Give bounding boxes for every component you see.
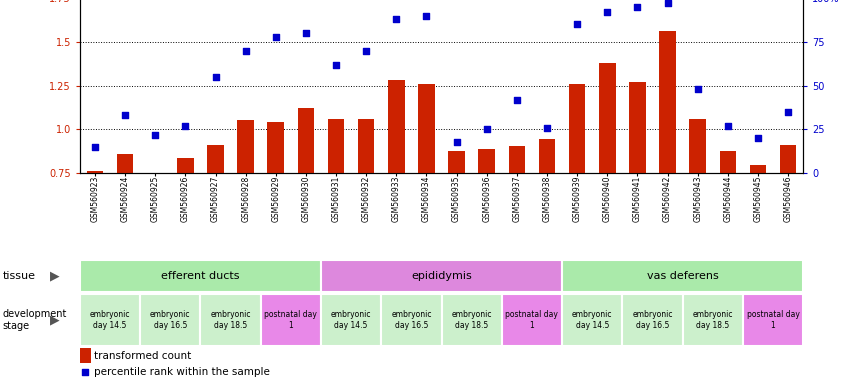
Point [209, 74, 222, 80]
Point [389, 16, 403, 22]
Point [299, 30, 313, 36]
Text: ▶: ▶ [50, 270, 60, 283]
Bar [479, 149, 495, 173]
Bar [720, 151, 736, 173]
Bar [388, 80, 405, 173]
Bar [147, 173, 163, 174]
Text: epididymis: epididymis [411, 271, 472, 281]
Bar [749, 165, 766, 173]
Point [239, 48, 252, 54]
Bar [659, 31, 676, 173]
Bar [562, 294, 622, 346]
Point [178, 122, 192, 129]
Bar [418, 84, 435, 173]
Point [751, 135, 764, 141]
Bar [237, 120, 254, 173]
Text: embryonic
day 16.5: embryonic day 16.5 [391, 310, 431, 330]
Bar [442, 294, 502, 346]
Bar [683, 294, 743, 346]
Bar [358, 119, 374, 173]
Point [269, 33, 283, 40]
Text: percentile rank within the sample: percentile rank within the sample [94, 367, 270, 377]
Point [450, 138, 463, 144]
Point [78, 369, 92, 375]
Point [540, 124, 553, 131]
Point [691, 86, 705, 92]
Bar [509, 146, 525, 173]
Bar [569, 84, 585, 173]
Point [119, 112, 132, 118]
Bar [599, 63, 616, 173]
Bar [448, 151, 465, 173]
Text: tissue: tissue [3, 271, 35, 281]
Bar [502, 294, 562, 346]
Text: development
stage: development stage [3, 309, 67, 331]
Bar [321, 260, 562, 292]
Bar [690, 119, 706, 173]
Text: embryonic
day 18.5: embryonic day 18.5 [692, 310, 733, 330]
Text: embryonic
day 14.5: embryonic day 14.5 [572, 310, 612, 330]
Text: vas deferens: vas deferens [647, 271, 718, 281]
Point [721, 122, 734, 129]
Bar [622, 294, 683, 346]
Point [661, 0, 674, 6]
Point [781, 109, 795, 115]
Bar [200, 294, 261, 346]
Point [88, 144, 102, 150]
Bar [261, 294, 321, 346]
Bar [298, 108, 315, 173]
Point [600, 9, 614, 15]
Point [420, 12, 433, 18]
Bar [80, 294, 140, 346]
Bar [267, 122, 284, 173]
Bar [321, 294, 381, 346]
Text: embryonic
day 14.5: embryonic day 14.5 [331, 310, 372, 330]
Bar [80, 260, 321, 292]
Bar [177, 158, 193, 173]
Bar [381, 294, 442, 346]
Point [510, 96, 524, 103]
Bar [780, 145, 796, 173]
Point [149, 131, 162, 137]
Bar [117, 154, 134, 173]
Point [359, 48, 373, 54]
Text: postnatal day
1: postnatal day 1 [747, 310, 800, 330]
Point [330, 61, 343, 68]
Text: embryonic
day 18.5: embryonic day 18.5 [452, 310, 492, 330]
Text: embryonic
day 14.5: embryonic day 14.5 [90, 310, 130, 330]
Text: postnatal day
1: postnatal day 1 [505, 310, 558, 330]
Bar [629, 82, 646, 173]
Bar [328, 119, 344, 173]
Point [570, 21, 584, 27]
Text: efferent ducts: efferent ducts [161, 271, 240, 281]
Point [631, 4, 644, 10]
Bar [207, 145, 224, 173]
Text: embryonic
day 16.5: embryonic day 16.5 [632, 310, 673, 330]
Bar [80, 348, 91, 363]
Bar [87, 171, 103, 173]
Text: embryonic
day 16.5: embryonic day 16.5 [150, 310, 191, 330]
Bar [743, 294, 803, 346]
Text: postnatal day
1: postnatal day 1 [264, 310, 317, 330]
Bar [562, 260, 803, 292]
Point [480, 126, 494, 132]
Bar [539, 139, 555, 173]
Text: transformed count: transformed count [94, 351, 192, 361]
Text: ▶: ▶ [50, 313, 60, 326]
Bar [140, 294, 200, 346]
Text: embryonic
day 18.5: embryonic day 18.5 [210, 310, 251, 330]
